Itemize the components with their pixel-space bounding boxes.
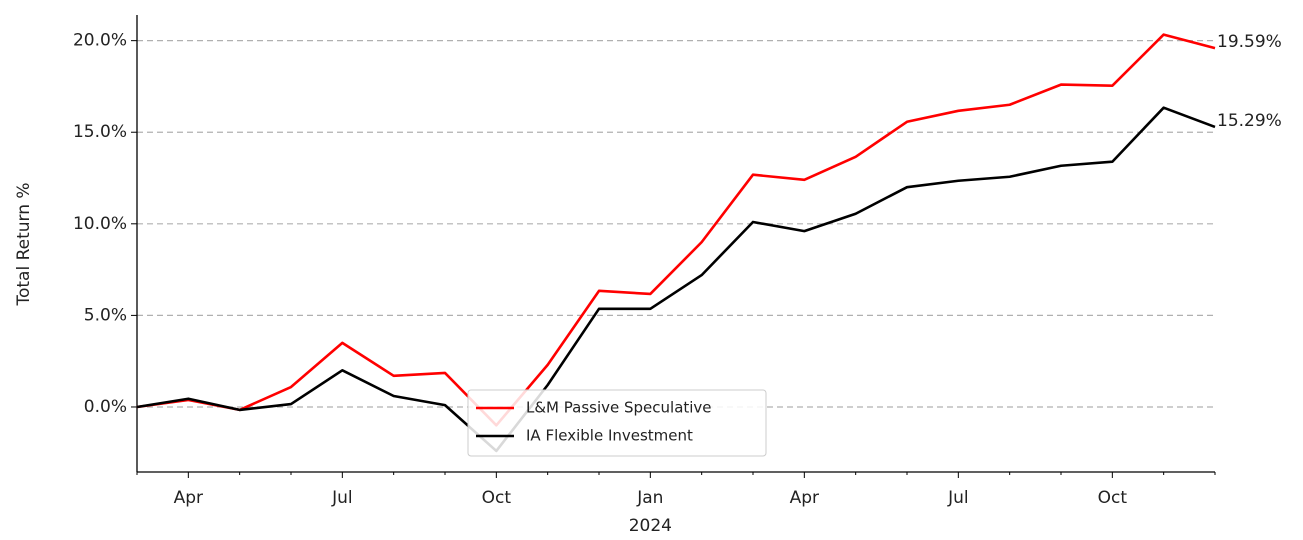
legend-box — [467, 389, 767, 457]
x-tick-label: Jan 2024 — [629, 488, 672, 536]
x-tick-label-line: 2024 — [629, 516, 672, 536]
x-tick-label: Apr — [790, 488, 819, 508]
x-tick-label: Jul — [331, 488, 353, 508]
y-axis-label: Total Return % — [14, 182, 34, 306]
x-tick-label: Oct — [482, 488, 512, 508]
x-tick-label-line: Jan — [636, 488, 663, 508]
y-tick-label: 15.0% — [73, 122, 127, 142]
y-tick-label: 0.0% — [84, 397, 127, 417]
y-tick-label: 10.0% — [73, 214, 127, 234]
line — [136, 33, 1216, 427]
x-tick-label: Oct — [1098, 488, 1128, 508]
end-label: 15.29% — [1217, 111, 1282, 131]
x-tick-label: Jul — [947, 488, 969, 508]
end-label: 19.59% — [1217, 32, 1282, 52]
y-tick-label: 20.0% — [73, 31, 127, 51]
legend-label: IA Flexible Investment — [526, 427, 693, 445]
line — [136, 106, 1216, 453]
x-tick-label: Apr — [174, 488, 203, 508]
legend-label: L&M Passive Speculative — [526, 399, 712, 417]
y-tick-label: 5.0% — [84, 305, 127, 325]
